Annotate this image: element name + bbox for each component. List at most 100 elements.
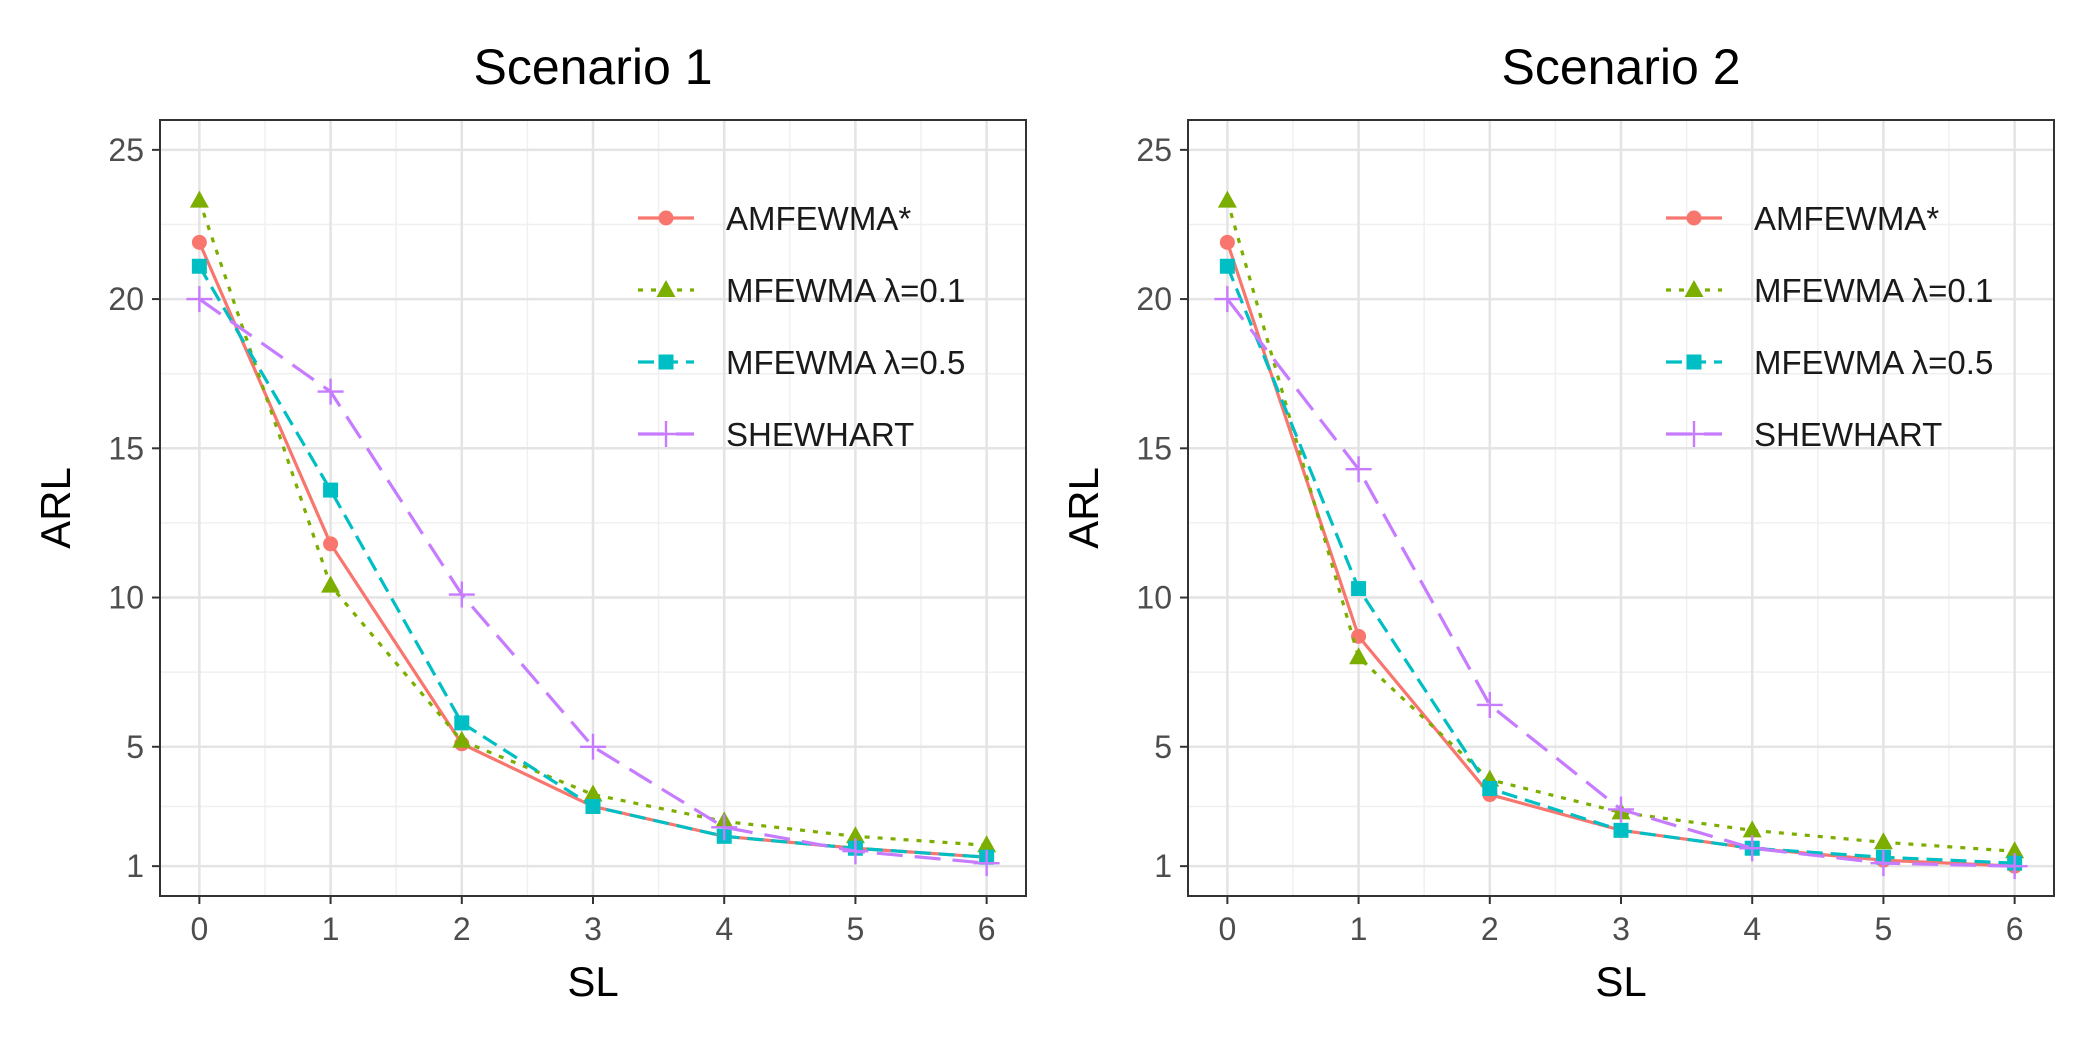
data-point — [189, 190, 209, 208]
legend-key-marker — [658, 354, 674, 370]
data-point — [1608, 796, 1634, 823]
data-point — [1219, 234, 1235, 250]
y-tick-label: 25 — [1136, 132, 1172, 168]
legend-key-marker — [1684, 280, 1704, 297]
data-point — [1476, 691, 1503, 718]
x-tick-label: 0 — [190, 911, 208, 947]
legend-key-marker — [656, 280, 676, 297]
legend-key-marker — [658, 210, 674, 226]
x-axis-title: SL — [1595, 958, 1646, 1005]
y-tick-label: 10 — [1136, 580, 1172, 616]
data-point — [1349, 647, 1369, 665]
x-tick-label: 6 — [978, 911, 996, 947]
data-point — [321, 575, 341, 593]
x-tick-label: 5 — [847, 911, 865, 947]
data-point — [1482, 781, 1498, 797]
data-point — [452, 730, 472, 748]
legend-item-mfewma-lambda-0-5: MFEWMA λ=0.5 — [638, 344, 965, 381]
x-axis-title: SL — [567, 958, 618, 1005]
x-tick-label: 6 — [2006, 911, 2024, 947]
y-tick-label: 15 — [1136, 430, 1172, 466]
data-point — [711, 814, 738, 841]
legend-item-mfewma-lambda-0-1: MFEWMA λ=0.1 — [638, 272, 965, 309]
legend-label: MFEWMA λ=0.1 — [726, 272, 965, 309]
series-mfewma-lambda-0-1 — [189, 190, 997, 853]
x-tick-label: 1 — [322, 911, 340, 947]
legend-key-marker — [1686, 210, 1702, 226]
y-tick-label: 5 — [1154, 729, 1172, 765]
y-tick-label: 20 — [1136, 281, 1172, 317]
y-tick-label: 20 — [108, 281, 144, 317]
legend-item-amfewma: AMFEWMA* — [638, 200, 911, 237]
series-shewhart — [1214, 286, 2028, 880]
x-tick-label: 3 — [1612, 911, 1630, 947]
x-tick-label: 2 — [1481, 911, 1499, 947]
data-point — [1351, 581, 1367, 597]
data-point — [186, 286, 213, 313]
y-tick-label: 1 — [126, 848, 144, 884]
legend-label: MFEWMA λ=0.5 — [1754, 344, 1993, 381]
data-point — [580, 733, 606, 760]
y-tick-label: 5 — [126, 729, 144, 765]
legend-item-shewhart: SHEWHART — [1666, 416, 1942, 453]
data-point — [317, 378, 344, 405]
data-point — [977, 835, 997, 853]
legend-item-mfewma-lambda-0-1: MFEWMA λ=0.1 — [1666, 272, 1993, 309]
data-point — [191, 258, 207, 274]
y-axis-title: ARL — [1060, 467, 1107, 549]
data-point — [845, 826, 865, 844]
y-tick-label: 15 — [108, 430, 144, 466]
legend: AMFEWMA* MFEWMA λ=0.1 MFEWMA λ=0.5 SHEWHART — [1666, 200, 1993, 453]
data-point — [1345, 456, 1372, 483]
data-point — [1739, 835, 1766, 862]
legend-key-marker — [1686, 354, 1702, 370]
legend-label: SHEWHART — [1754, 416, 1942, 453]
legend-item-shewhart: SHEWHART — [638, 416, 914, 453]
chart-title: Scenario 2 — [1501, 39, 1740, 95]
data-point — [1214, 286, 1241, 313]
legend-key-marker — [653, 421, 679, 447]
x-tick-label: 4 — [715, 911, 733, 947]
data-point — [2005, 841, 2025, 859]
data-point — [1870, 850, 1897, 877]
x-tick-label: 0 — [1218, 911, 1236, 947]
data-point — [973, 850, 1000, 877]
legend-key-marker — [1681, 421, 1707, 447]
x-tick-label: 2 — [453, 911, 471, 947]
x-tick-label: 1 — [1350, 911, 1368, 947]
legend-item-mfewma-lambda-0-5: MFEWMA λ=0.5 — [1666, 344, 1993, 381]
y-axis-title: ARL — [32, 467, 79, 549]
data-point — [454, 715, 470, 731]
y-tick-label: 1 — [1154, 848, 1172, 884]
data-point — [1217, 190, 1237, 208]
data-point — [323, 536, 339, 552]
legend: AMFEWMA* MFEWMA λ=0.1 MFEWMA λ=0.5 SHEWHART — [638, 200, 965, 453]
legend-label: MFEWMA λ=0.5 — [726, 344, 965, 381]
data-point — [191, 234, 207, 250]
x-tick-label: 4 — [1743, 911, 1761, 947]
series-shewhart — [186, 286, 1000, 877]
data-point — [1219, 258, 1235, 274]
data-point — [1613, 822, 1629, 838]
data-point — [585, 798, 601, 814]
legend-label: AMFEWMA* — [726, 200, 911, 237]
legend-label: AMFEWMA* — [1754, 200, 1939, 237]
legend-label: SHEWHART — [726, 416, 914, 453]
y-tick-label: 25 — [108, 132, 144, 168]
data-point — [1742, 820, 1762, 838]
legend-item-amfewma: AMFEWMA* — [1666, 200, 1939, 237]
x-tick-label: 5 — [1875, 911, 1893, 947]
y-tick-label: 10 — [108, 580, 144, 616]
legend-label: MFEWMA λ=0.1 — [1754, 272, 1993, 309]
data-point — [448, 581, 475, 608]
data-point — [2001, 853, 2028, 880]
data-point — [583, 784, 603, 802]
data-point — [842, 838, 869, 865]
data-point — [1873, 832, 1893, 850]
chart-title: Scenario 1 — [473, 39, 712, 95]
data-point — [323, 482, 339, 498]
x-tick-label: 3 — [584, 911, 602, 947]
